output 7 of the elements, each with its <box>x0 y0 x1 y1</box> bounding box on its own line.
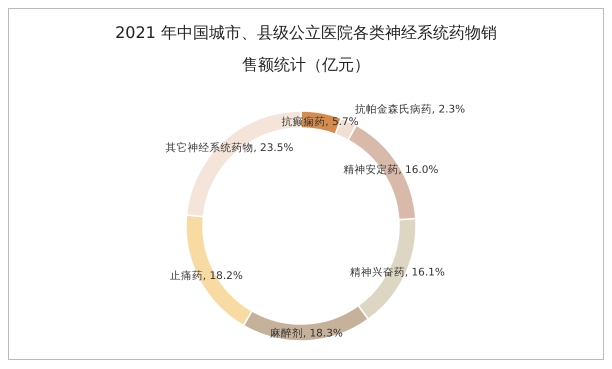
slice-label: 麻醉剂, 18.3% <box>270 326 343 340</box>
chart-title: 2021 年中国城市、县级公立医院各类神经系统药物销售额统计（亿元） <box>115 23 497 74</box>
slice-label: 抗帕金森氏病药, 2.3% <box>354 102 466 116</box>
slice-label: 止痛药, 18.2% <box>170 268 243 282</box>
slice-label: 精神兴奋药, 16.1% <box>350 265 445 278</box>
slice-label: 精神安定药, 16.0% <box>343 162 438 176</box>
slice-label: 其它神经系统药物, 23.5% <box>165 141 294 154</box>
